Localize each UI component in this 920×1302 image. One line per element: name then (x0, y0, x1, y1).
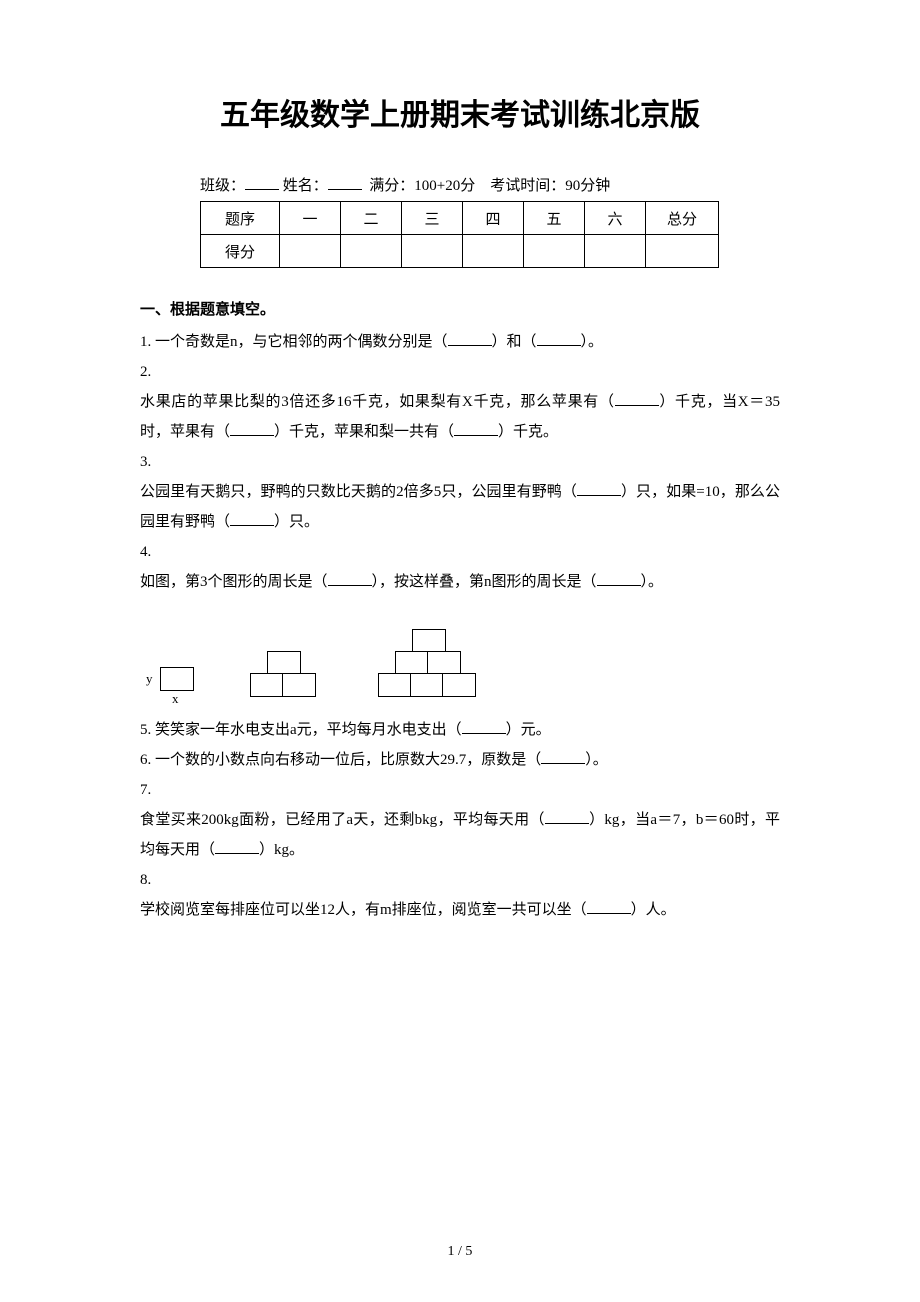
q8-text-a: 学校阅览室每排座位可以坐12人，有m排座位，阅览室一共可以坐（ (140, 902, 587, 918)
fill-blank (230, 421, 274, 436)
th-4: 四 (463, 202, 524, 235)
square-icon (412, 629, 446, 653)
figure-1: y x (150, 645, 210, 705)
question-7: 食堂买来200kg面粉，已经用了a天，还剩bkg，平均每天用（）kg，当a＝7，… (140, 805, 780, 865)
square-icon (442, 673, 476, 697)
label-y: y (146, 671, 153, 687)
square-icon (427, 651, 461, 675)
q4-text-b: ），按这样叠，第n图形的周长是（ (372, 574, 597, 590)
name-label: 姓名： (283, 178, 328, 194)
fill-blank (230, 511, 274, 526)
square-icon (410, 673, 444, 697)
td-blank (585, 235, 646, 268)
q6-text-a: 6. 一个数的小数点向右移动一位后，比原数大29.7，原数是（ (140, 752, 541, 768)
q2-text-d: ）千克。 (498, 424, 558, 440)
square-icon (395, 651, 429, 675)
q7-text-c: ）kg。 (259, 842, 304, 858)
square-icon (160, 667, 194, 691)
question-8-num: 8. (140, 865, 780, 895)
section-1-head: 一、根据题意填空。 (140, 298, 780, 319)
square-icon (282, 673, 316, 697)
fill-blank (587, 899, 631, 914)
q1-text-c: ）。 (581, 334, 604, 350)
question-3: 公园里有天鹅只，野鸭的只数比天鹅的2倍多5只，公园里有野鸭（）只，如果=10，那… (140, 477, 780, 537)
q2-text-c: ）千克，苹果和梨一共有（ (274, 424, 454, 440)
page-title: 五年级数学上册期末考试训练北京版 (140, 90, 780, 134)
page: 五年级数学上册期末考试训练北京版 班级： 姓名： 满分：100+20分 考试时间… (0, 0, 920, 965)
q3-text-a: 公园里有天鹅只，野鸭的只数比天鹅的2倍多5只，公园里有野鸭（ (140, 484, 577, 500)
meta-line: 班级： 姓名： 满分：100+20分 考试时间：90分钟 (200, 174, 780, 195)
td-blank (402, 235, 463, 268)
fill-blank (454, 421, 498, 436)
score-table: 题序 一 二 三 四 五 六 总分 得分 (200, 201, 719, 268)
question-5: 5. 笑笑家一年水电支出a元，平均每月水电支出（ ）元。 (140, 715, 780, 745)
q5-text-a: 5. 笑笑家一年水电支出a元，平均每月水电支出（ (140, 722, 462, 738)
q6-text-b: ）。 (585, 752, 608, 768)
td-blank (463, 235, 524, 268)
td-blank (646, 235, 719, 268)
question-2-num: 2. (140, 357, 780, 387)
question-4-num: 4. (140, 537, 780, 567)
question-3-num: 3. (140, 447, 780, 477)
question-2: 水果店的苹果比梨的3倍还多16千克，如果梨有X千克，那么苹果有（）千克，当X＝3… (140, 387, 780, 447)
fill-blank (448, 331, 492, 346)
q8-text-b: ）人。 (631, 902, 676, 918)
table-row: 题序 一 二 三 四 五 六 总分 (201, 202, 719, 235)
figure-row: y x (140, 615, 780, 705)
td-blank (341, 235, 402, 268)
q1-text-a: 1. 一个奇数是n，与它相邻的两个偶数分别是（ (140, 334, 448, 350)
th-3: 三 (402, 202, 463, 235)
fill-blank (597, 571, 641, 586)
page-footer: 1 / 5 (0, 1244, 920, 1260)
th-total: 总分 (646, 202, 719, 235)
q3-text-c: ）只。 (274, 514, 319, 530)
td-blank (524, 235, 585, 268)
fill-blank (328, 571, 372, 586)
name-blank (328, 189, 362, 190)
question-8: 学校阅览室每排座位可以坐12人，有m排座位，阅览室一共可以坐（ ）人。 (140, 895, 780, 925)
fill-blank (615, 391, 659, 406)
th-5: 五 (524, 202, 585, 235)
fill-blank (215, 839, 259, 854)
question-1: 1. 一个奇数是n，与它相邻的两个偶数分别是（ ）和（ ）。 (140, 327, 780, 357)
q1-text-b: ）和（ (492, 334, 537, 350)
class-blank (245, 189, 279, 190)
table-row: 得分 (201, 235, 719, 268)
question-7-num: 7. (140, 775, 780, 805)
fill-blank (541, 749, 585, 764)
time-label: 考试时间：90分钟 (490, 178, 610, 194)
figure-3 (378, 625, 498, 705)
fill-blank (577, 481, 621, 496)
class-label: 班级： (200, 178, 245, 194)
fill-blank (537, 331, 581, 346)
th-seq: 题序 (201, 202, 280, 235)
fullscore-label: 满分：100+20分 (369, 178, 475, 194)
q4-text-c: ）。 (641, 574, 664, 590)
question-6: 6. 一个数的小数点向右移动一位后，比原数大29.7，原数是（ ）。 (140, 745, 780, 775)
td-blank (280, 235, 341, 268)
fill-blank (462, 719, 506, 734)
square-icon (378, 673, 412, 697)
th-1: 一 (280, 202, 341, 235)
label-x: x (172, 691, 179, 707)
question-4: 如图，第3个图形的周长是（ ），按这样叠，第n图形的周长是（ ）。 (140, 567, 780, 597)
square-icon (250, 673, 284, 697)
q4-text-a: 如图，第3个图形的周长是（ (140, 574, 328, 590)
q2-text-a: 水果店的苹果比梨的3倍还多16千克，如果梨有X千克，那么苹果有（ (140, 394, 615, 410)
figure-2 (250, 645, 340, 705)
td-score-label: 得分 (201, 235, 280, 268)
fill-blank (545, 809, 589, 824)
th-6: 六 (585, 202, 646, 235)
square-icon (267, 651, 301, 675)
q7-text-a: 食堂买来200kg面粉，已经用了a天，还剩bkg，平均每天用（ (140, 812, 545, 828)
th-2: 二 (341, 202, 402, 235)
q5-text-b: ）元。 (506, 722, 551, 738)
